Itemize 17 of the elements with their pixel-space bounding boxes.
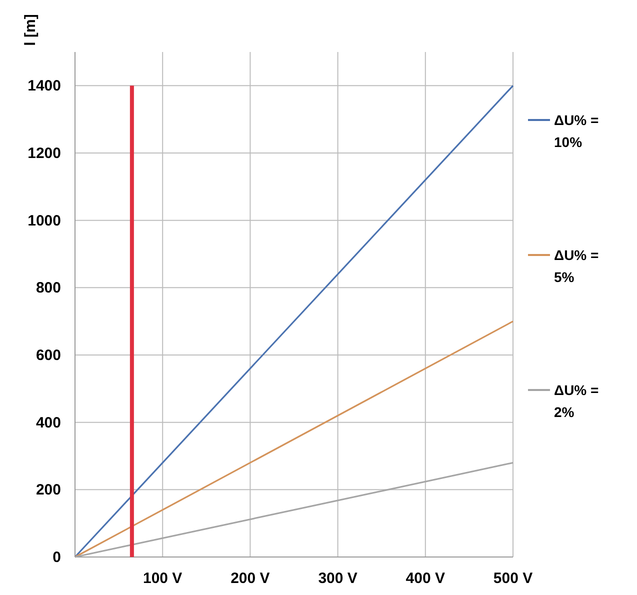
legend-label: ΔU% = 5% (554, 247, 599, 285)
y-tick-label: 400 (36, 414, 61, 432)
y-tick-label: 600 (36, 347, 61, 364)
x-tick-label: 200 V (230, 570, 270, 587)
y-tick-label: 0 (52, 549, 61, 566)
legend-label: ΔU% = 10% (554, 112, 599, 150)
x-tick-label: 400 V (406, 570, 445, 587)
x-tick-label: 500 V (493, 570, 533, 587)
x-tick-label: 100 V (143, 570, 182, 587)
y-tick-label: 1000 (28, 212, 61, 230)
y-axis-title: l [m] (22, 14, 39, 46)
y-tick-label: 200 (36, 482, 61, 499)
y-tick-label: 800 (36, 280, 61, 297)
y-tick-label: 1400 (28, 78, 61, 95)
y-tick-label: 1200 (28, 145, 61, 162)
x-tick-label: 300 V (318, 570, 358, 587)
legend-label: ΔU% = 2% (554, 382, 599, 420)
